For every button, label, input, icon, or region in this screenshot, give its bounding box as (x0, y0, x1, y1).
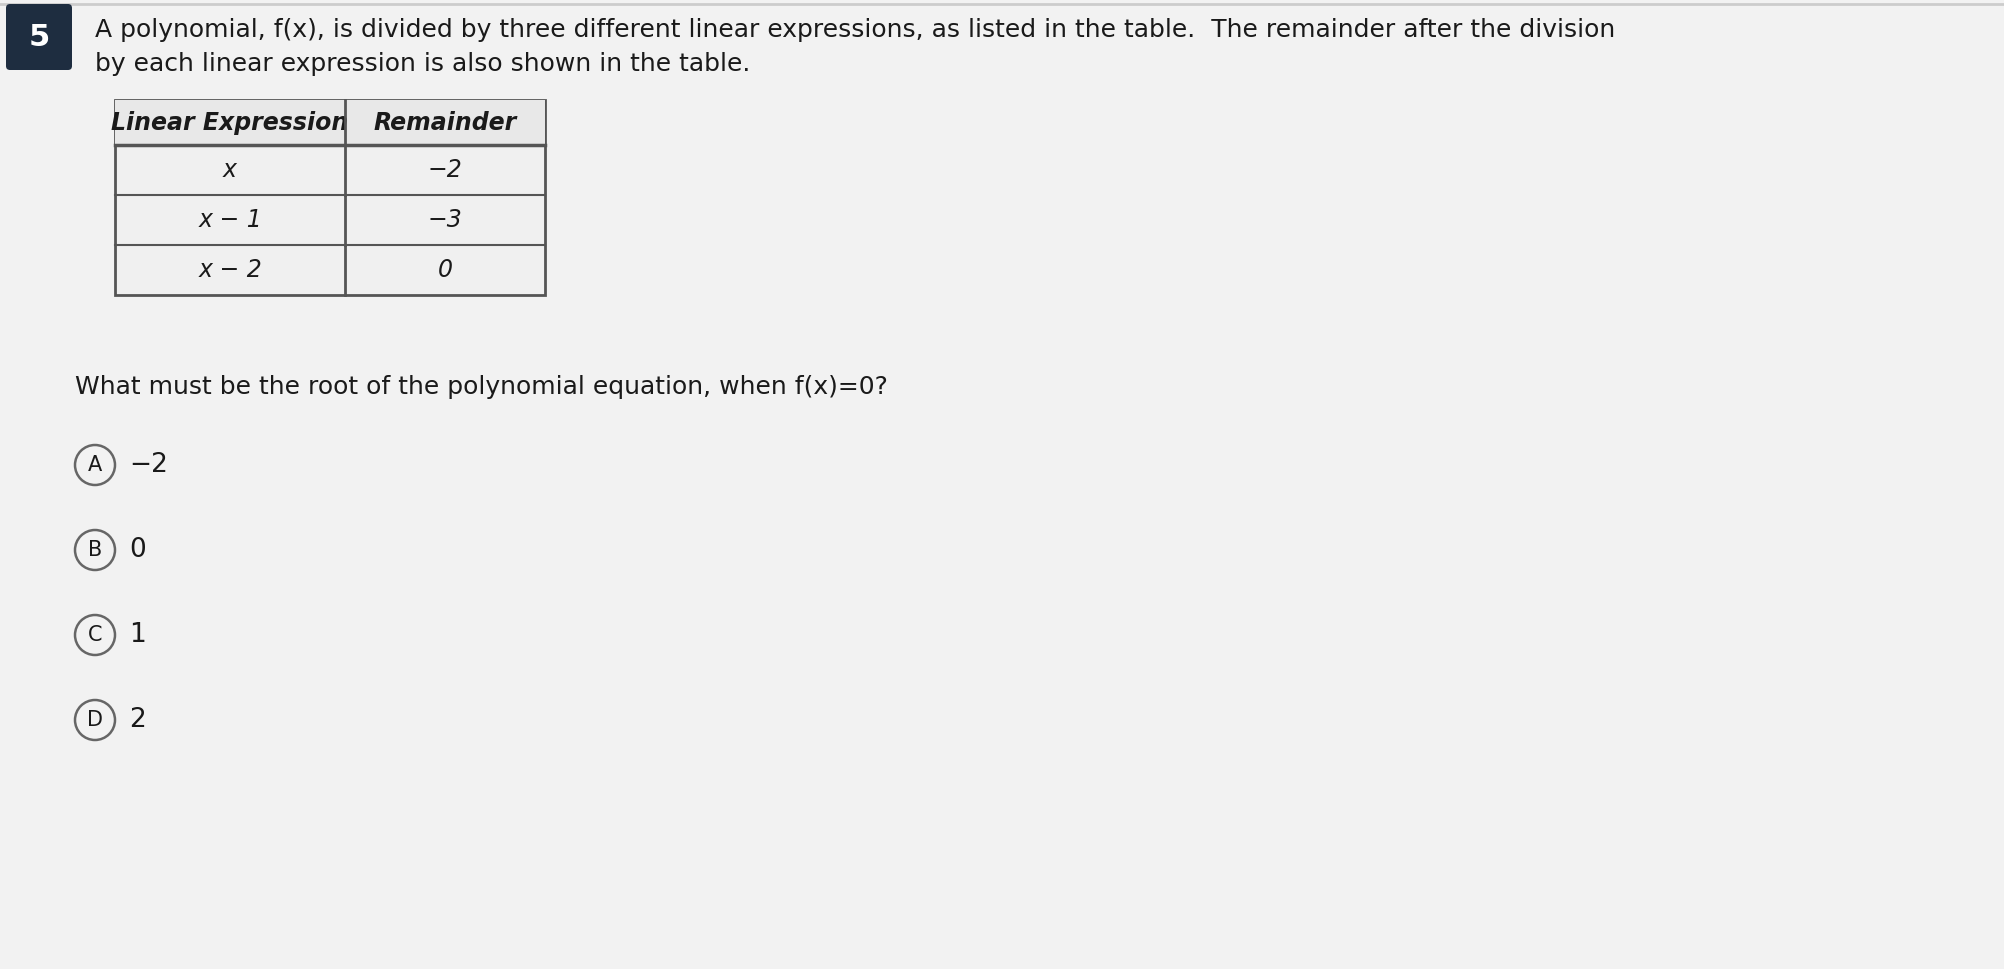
Text: x − 2: x − 2 (198, 258, 263, 282)
Text: 5: 5 (28, 22, 50, 51)
Text: 0: 0 (128, 537, 146, 563)
Text: by each linear expression is also shown in the table.: by each linear expression is also shown … (94, 52, 749, 76)
FancyBboxPatch shape (114, 100, 545, 145)
Text: A: A (88, 455, 102, 475)
Text: −3: −3 (427, 208, 463, 232)
Text: C: C (88, 625, 102, 645)
FancyBboxPatch shape (114, 100, 545, 295)
Text: Remainder: Remainder (373, 110, 517, 135)
Text: D: D (86, 710, 102, 730)
Text: Linear Expression: Linear Expression (112, 110, 349, 135)
Text: B: B (88, 540, 102, 560)
Text: 2: 2 (128, 707, 146, 733)
Text: A polynomial, f(x), is divided by three different linear expressions, as listed : A polynomial, f(x), is divided by three … (94, 18, 1615, 42)
Text: 0: 0 (437, 258, 453, 282)
Text: x: x (222, 158, 236, 182)
Text: What must be the root of the polynomial equation, when f(x)=0?: What must be the root of the polynomial … (74, 375, 888, 399)
FancyBboxPatch shape (6, 4, 72, 70)
Text: −2: −2 (128, 452, 168, 478)
Text: x − 1: x − 1 (198, 208, 263, 232)
Text: −2: −2 (427, 158, 463, 182)
Text: 1: 1 (128, 622, 146, 648)
